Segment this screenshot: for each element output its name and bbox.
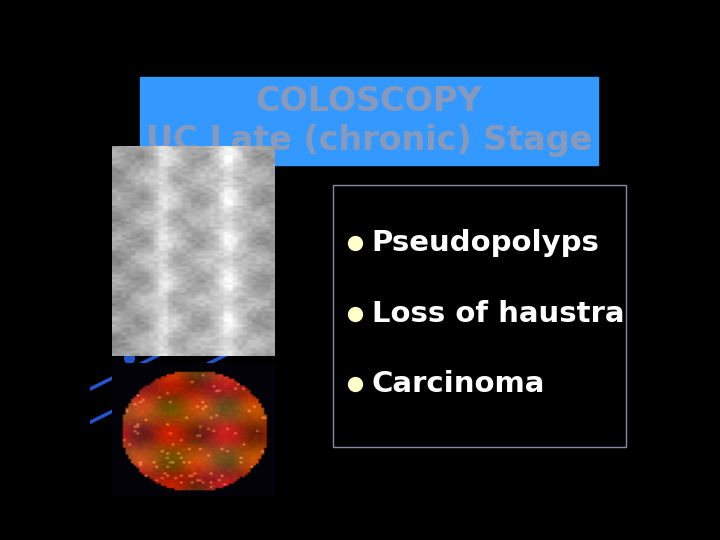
FancyBboxPatch shape	[333, 185, 626, 447]
Text: Pseudopolyps: Pseudopolyps	[372, 229, 600, 257]
Text: COLOSCOPY: COLOSCOPY	[256, 85, 482, 118]
Text: Carcinoma: Carcinoma	[372, 370, 545, 399]
FancyBboxPatch shape	[140, 77, 598, 165]
Text: Loss of haustra: Loss of haustra	[372, 300, 624, 328]
Text: UC Late (chronic) Stage: UC Late (chronic) Stage	[146, 124, 592, 157]
